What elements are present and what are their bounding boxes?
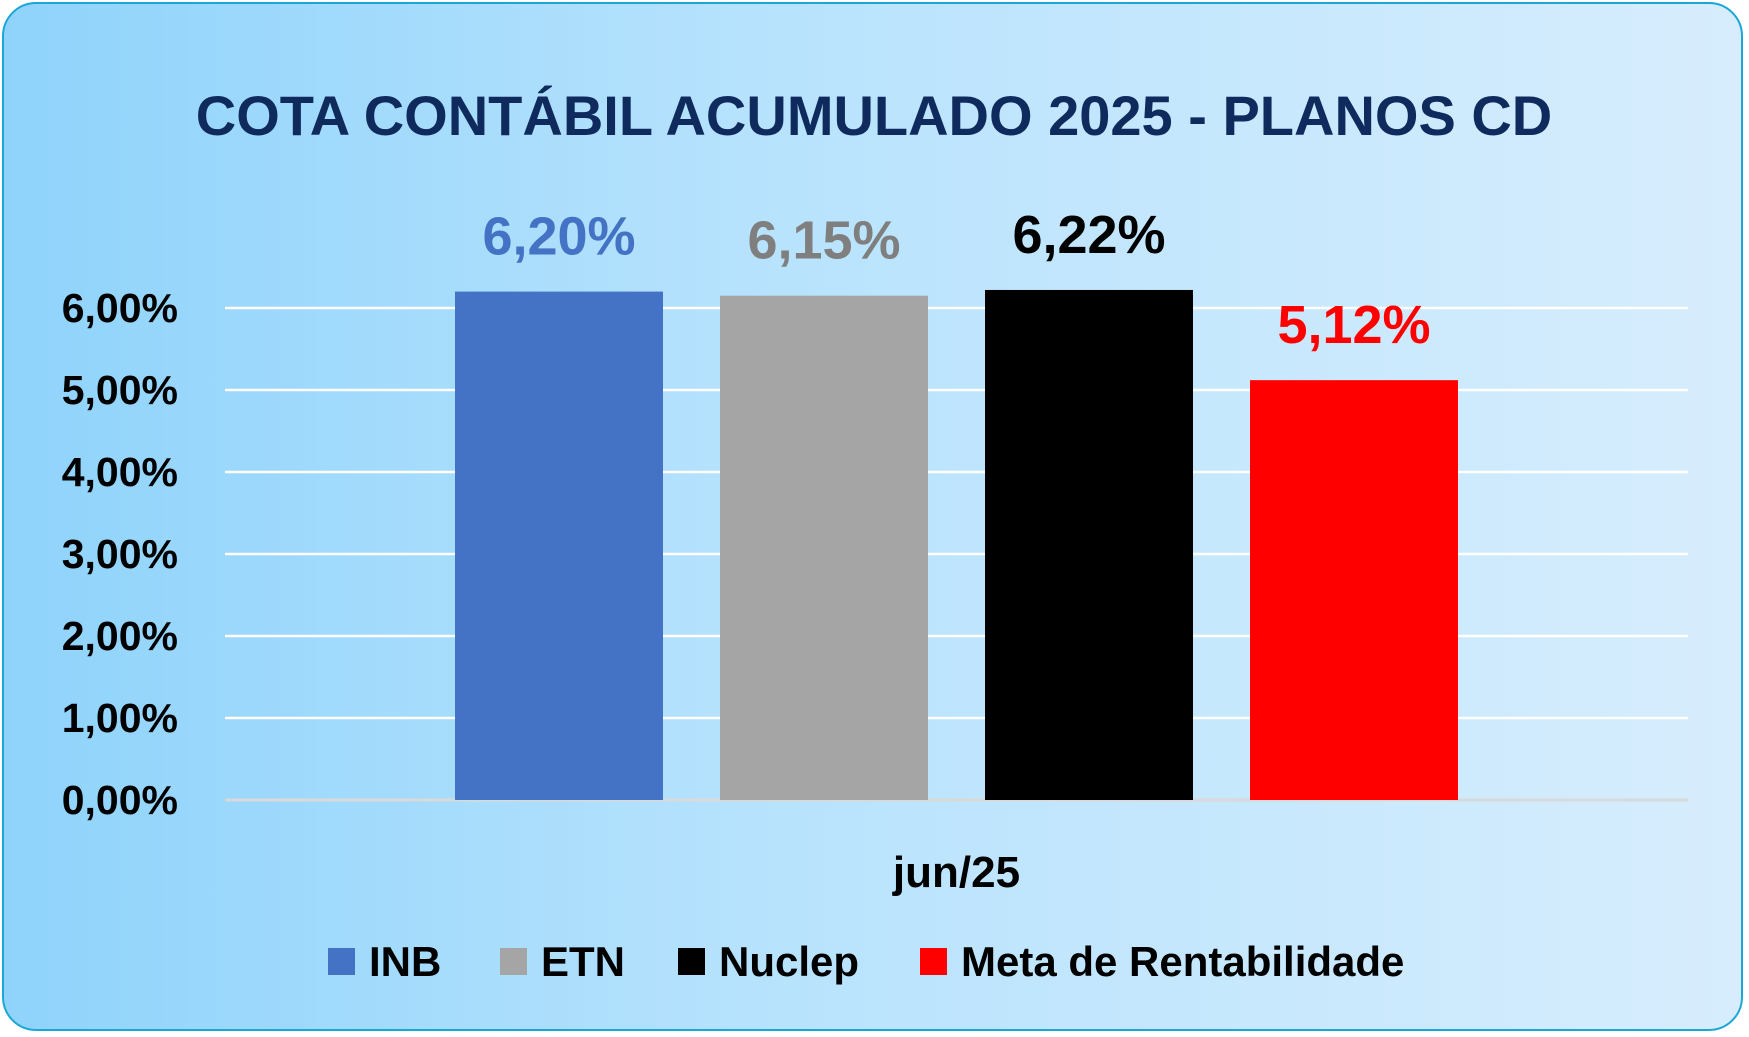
y-tick-label: 5,00% [62,367,178,413]
legend-label: INB [369,938,441,985]
data-label: 5,12% [1277,295,1430,355]
x-axis-categories: jun/25 [892,848,1020,897]
legend-swatch [920,948,947,975]
bar-etn [720,295,928,800]
bars [455,289,1458,800]
legend: INB ETN Nuclep Meta de Rentabilidade [328,938,1404,985]
legend-swatch [500,948,527,975]
y-tick-label: 2,00% [62,613,178,659]
bar-nuclep [985,289,1193,800]
y-tick-label: 4,00% [62,449,178,495]
y-axis-ticks: 0,00% 1,00% 2,00% 3,00% 4,00% 5,00% 6,00% [62,285,178,823]
y-tick-label: 1,00% [62,695,178,741]
bar-meta-de-rentabilidade [1250,380,1458,800]
chart-title: COTA CONTÁBIL ACUMULADO 2025 - PLANOS CD [196,84,1553,147]
legend-label: ETN [541,938,625,985]
gridlines [225,306,1688,802]
x-category-label: jun/25 [892,848,1020,897]
legend-swatch [678,948,705,975]
y-tick-label: 0,00% [62,777,178,823]
legend-label: Meta de Rentabilidade [961,938,1404,985]
data-label: 6,22% [1012,205,1165,265]
data-labels: 6,20% 6,15% 6,22% 5,12% [482,205,1430,355]
legend-label: Nuclep [719,938,859,985]
bar-inb [455,291,663,800]
y-tick-label: 3,00% [62,531,178,577]
legend-swatch [328,948,355,975]
data-label: 6,15% [747,211,900,271]
data-label: 6,20% [482,207,635,267]
y-tick-label: 6,00% [62,285,178,331]
